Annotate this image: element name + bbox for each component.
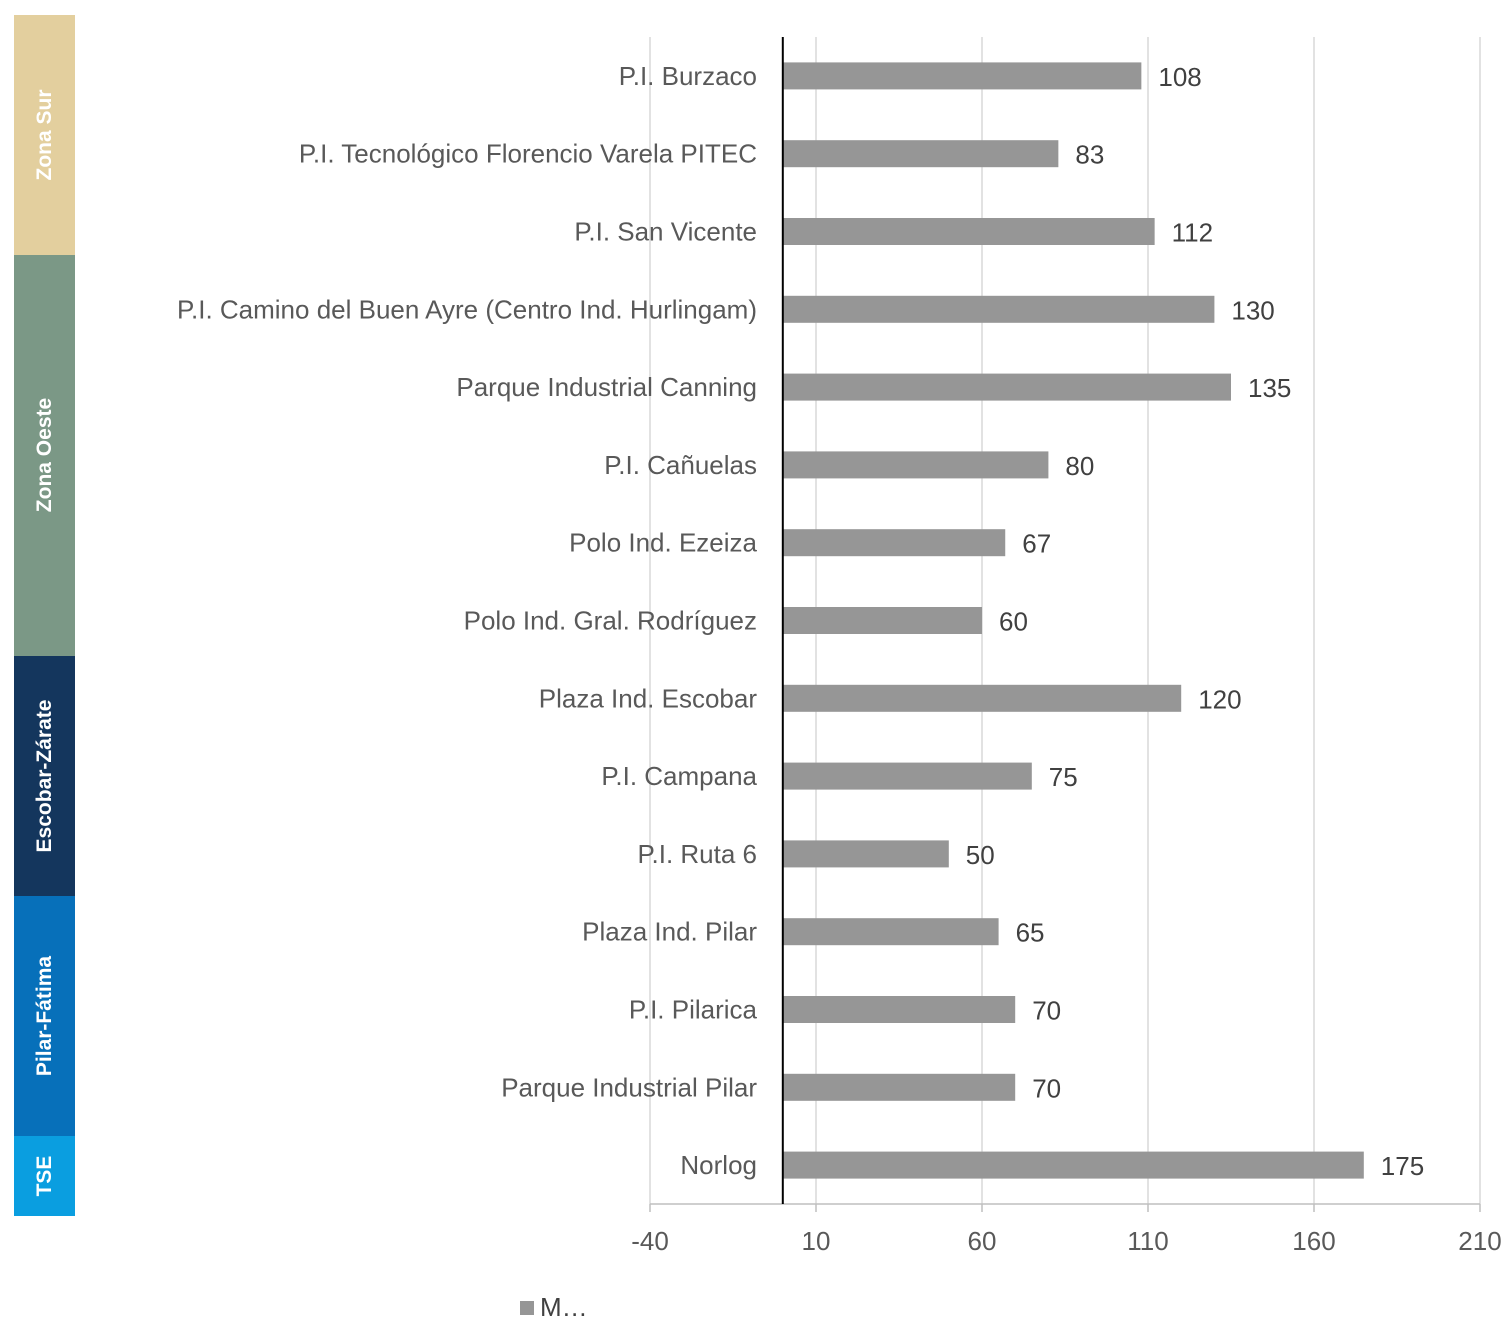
category-label: Plaza Ind. Escobar [539,683,758,713]
category-label: P.I. Cañuelas [604,450,757,480]
group-band: TSE [14,1135,75,1216]
group-band: Escobar-Zárate [14,655,75,896]
x-tick-label: -40 [631,1226,669,1256]
category-label: Polo Ind. Ezeiza [569,528,757,558]
category-label: P.I. San Vicente [574,217,757,247]
data-label: 75 [1049,762,1078,792]
data-label: 83 [1075,140,1104,170]
x-tick-label: 60 [968,1226,997,1256]
data-label: 70 [1032,1073,1061,1103]
data-label: 65 [1016,918,1045,948]
data-label: 80 [1065,451,1094,481]
category-label: P.I. Camino del Buen Ayre (Centro Ind. H… [177,294,757,324]
legend-swatch [520,1300,534,1315]
bar [782,1151,1364,1179]
data-label: 112 [1172,218,1213,248]
category-label: Parque Industrial Pilar [501,1072,757,1102]
category-label: P.I. Burzaco [619,61,757,91]
bar [782,918,999,946]
data-label: 135 [1248,373,1291,403]
x-tick-label: 10 [802,1226,831,1256]
data-label: 130 [1231,295,1274,325]
category-label: Plaza Ind. Pilar [582,917,757,947]
category-label: Polo Ind. Gral. Rodríguez [464,606,757,636]
category-label: Norlog [680,1150,757,1180]
data-label: 120 [1198,684,1241,714]
bar [782,996,1016,1023]
legend-label: M… [540,1292,588,1322]
legend: M… [520,1292,588,1323]
bar [782,840,949,868]
bar [782,1073,1016,1101]
data-label: 60 [999,607,1028,637]
bar [782,607,982,634]
data-label: 67 [1022,529,1051,559]
bar [782,62,1142,90]
category-label: P.I. Ruta 6 [638,839,758,869]
category-label: P.I. Pilarica [629,995,758,1025]
bar [782,451,1049,479]
x-tick-label: 110 [1127,1226,1168,1256]
group-band: Pilar-Fátima [14,895,75,1136]
category-label: P.I. Campana [601,761,757,791]
data-label: 50 [966,840,995,870]
group-band: Zona Oeste [14,255,75,656]
bar [782,218,1155,245]
category-label: Parque Industrial Canning [456,372,757,402]
bar [782,295,1215,323]
bar [782,140,1059,168]
data-label: 108 [1158,62,1201,92]
x-tick-label: 160 [1292,1226,1335,1256]
data-label: 70 [1032,996,1061,1026]
x-tick-label: 210 [1458,1226,1501,1256]
category-label: P.I. Tecnológico Florencio Varela PITEC [299,139,757,169]
bar [782,529,1006,557]
bar [782,373,1231,401]
data-label: 175 [1381,1151,1424,1181]
group-band: Zona Sur [14,15,75,256]
bar [782,684,1182,712]
bar [782,762,1032,790]
